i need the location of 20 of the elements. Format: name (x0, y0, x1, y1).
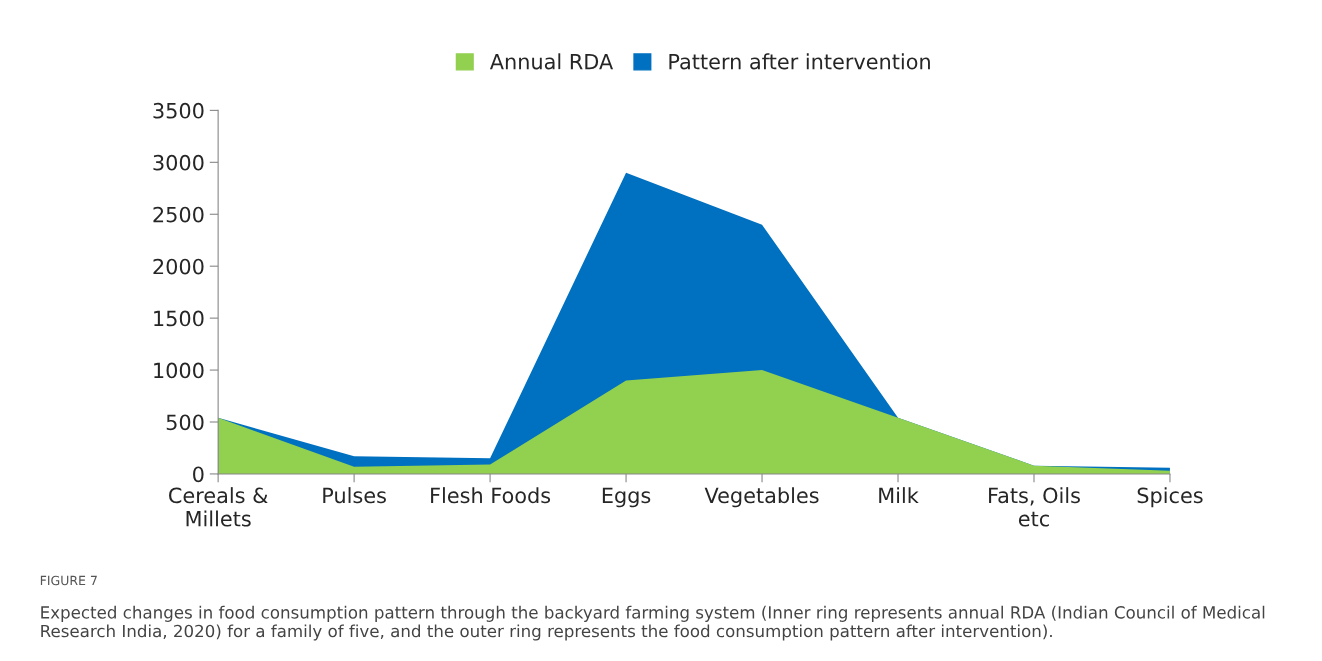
x-tick-label: Pulses (323, 487, 386, 504)
legend-label: Annual RDA (489, 53, 614, 70)
x-tick-label: Milk (879, 487, 919, 503)
legend-label: Pattern after intervention (669, 53, 930, 70)
y-tick-label: 3000 (153, 154, 204, 171)
y-tick-label: 3500 (153, 102, 204, 119)
x-tick-label: Eggs (602, 487, 651, 508)
x-tick-label: Spices (1137, 487, 1203, 508)
x-tick-label: Vegetables (704, 487, 819, 508)
y-tick-label: 2000 (153, 258, 204, 275)
text: Expected changes in food consumption pattern through the backyard farming system (Inner ring represents annual RDA (Indian Council of Medical Research India, 2020) for a family of five, and the outer ring represents the food consumption pattern after intervention). (41, 605, 1265, 641)
y-tick-label: 2500 (153, 206, 204, 223)
y-tick-label: 0 (193, 466, 204, 483)
caption: FIGURE 7 (40, 575, 97, 586)
y-tick-label: 500 (166, 414, 204, 431)
y-tick-label: 1000 (154, 362, 204, 379)
x-tick-label: Flesh Foods (431, 487, 551, 504)
x-tick-label: Fats, Oils etc (989, 487, 1080, 527)
y-tick-label: 1500 (154, 310, 204, 327)
x-tick-label: Cereals & Millets (169, 487, 268, 527)
